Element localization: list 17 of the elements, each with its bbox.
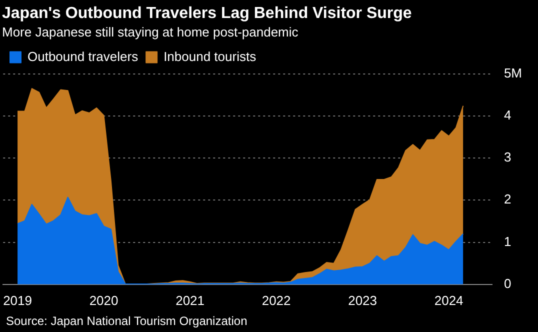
y-tick-label: 1 [504, 234, 512, 249]
x-tick-label: 2024 [434, 292, 464, 308]
chart-title: Japan's Outbound Travelers Lag Behind Visitor Surge [2, 5, 412, 22]
y-tick-label: 0 [504, 276, 512, 291]
y-tick-label: 3 [504, 150, 512, 165]
legend-label: Outbound travelers [28, 48, 139, 64]
y-tick-label: 5M [504, 65, 522, 80]
x-tick-label: 2021 [176, 292, 204, 308]
y-tick-label: 4 [504, 108, 512, 122]
x-tick-label: 2019 [3, 292, 32, 308]
y-tick-label: 2 [504, 192, 512, 207]
source-note: Source: Japan National Tourism Organization [6, 314, 248, 328]
x-tick-label: 2020 [89, 292, 118, 308]
x-tick-label: 2023 [348, 292, 378, 308]
x-tick-label: 2022 [262, 292, 291, 308]
legend-label: Inbound tourists [164, 48, 257, 64]
chart-subtitle: More Japanese still staying at home post-pandemic [2, 24, 299, 40]
